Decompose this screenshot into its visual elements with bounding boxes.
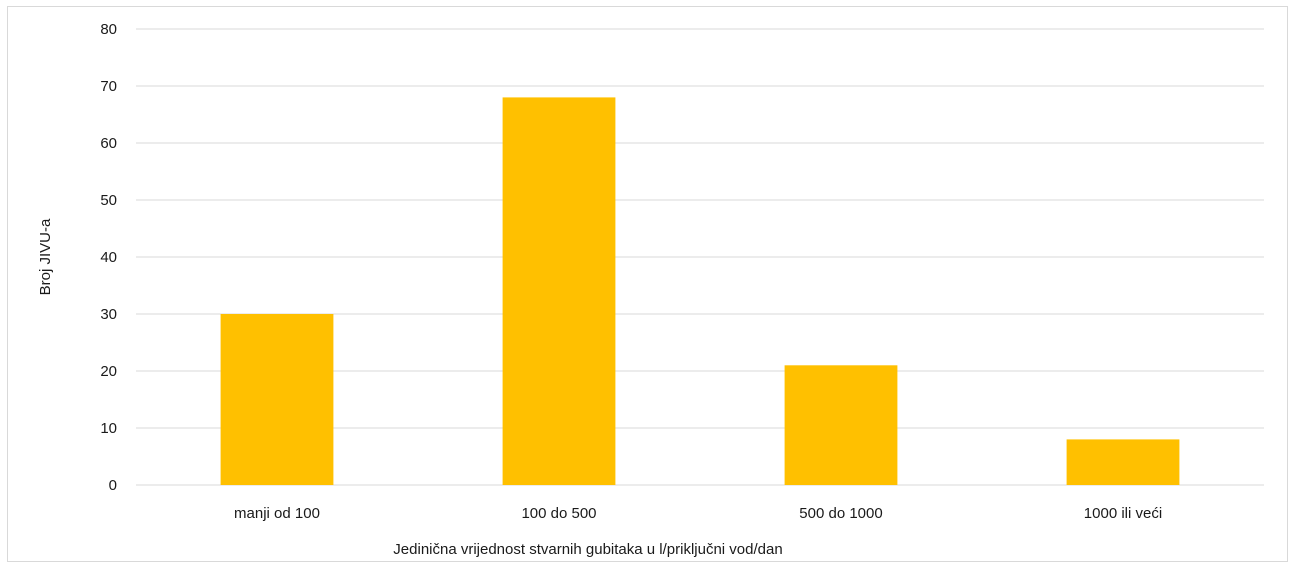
y-tick-label: 20 [100,363,117,380]
y-tick-label: 10 [100,420,117,437]
y-tick-label: 40 [100,249,117,266]
bar [784,365,898,485]
x-axis-title: Jedinična vrijednost stvarnih gubitaka u… [393,541,782,558]
y-axis-title: Broj JIVU-a [37,218,54,295]
y-axis-ticks: 0 10 20 30 40 50 60 70 80 [100,21,117,494]
y-tick-label: 60 [100,135,117,152]
y-tick-label: 0 [109,477,117,494]
bar [220,314,334,485]
y-tick-label: 80 [100,21,117,38]
bars [220,97,1180,486]
x-tick-label: 100 do 500 [521,505,596,522]
y-tick-label: 50 [100,192,117,209]
bar [502,97,616,486]
y-tick-label: 30 [100,306,117,323]
x-tick-label: manji od 100 [234,505,320,522]
bar [1066,439,1180,485]
x-axis-ticks: manji od 100 100 do 500 500 do 1000 1000 il… [234,505,1162,522]
x-tick-label: 1000 ili veći [1084,505,1162,522]
x-tick-label: 500 do 1000 [799,505,882,522]
y-tick-label: 70 [100,78,117,95]
